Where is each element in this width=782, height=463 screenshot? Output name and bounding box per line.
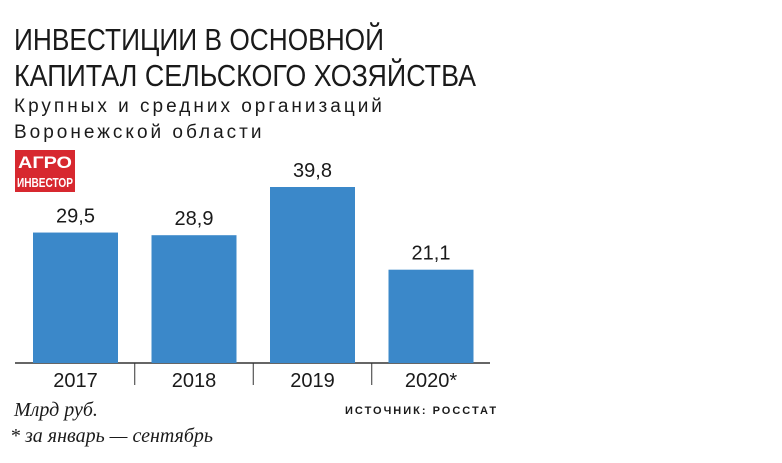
bar <box>33 232 118 363</box>
bar <box>270 187 355 363</box>
x-tick-label: 2019 <box>290 370 335 392</box>
footnote: * за январь — сентябрь <box>10 425 213 447</box>
x-tick-label: 2020* <box>405 370 457 392</box>
value-label: 21,1 <box>412 243 451 265</box>
chart-subtitle: Крупных и средних организаций <box>14 96 385 117</box>
x-tick-label: 2018 <box>172 370 217 392</box>
value-label: 28,9 <box>175 208 214 230</box>
chart-title: КАПИТАЛ СЕЛЬСКОГО ХОЗЯЙСТВА <box>14 57 476 93</box>
logo-text: ИНВЕСТОР <box>17 175 73 190</box>
source: ИСТОЧНИК: РОССТАТ <box>345 405 498 417</box>
x-tick-label: 2017 <box>53 370 98 392</box>
chart-subtitle: Воронежской области <box>14 122 264 143</box>
unit-label: Млрд руб. <box>13 399 98 421</box>
value-label: 39,8 <box>293 160 332 182</box>
bar <box>388 269 474 363</box>
chart-title: ИНВЕСТИЦИИ В ОСНОВНОЙ <box>14 21 384 57</box>
value-label: 29,5 <box>56 206 95 228</box>
bar <box>151 235 237 363</box>
logo-text: АГРО <box>18 153 72 172</box>
logo-box <box>15 150 75 192</box>
